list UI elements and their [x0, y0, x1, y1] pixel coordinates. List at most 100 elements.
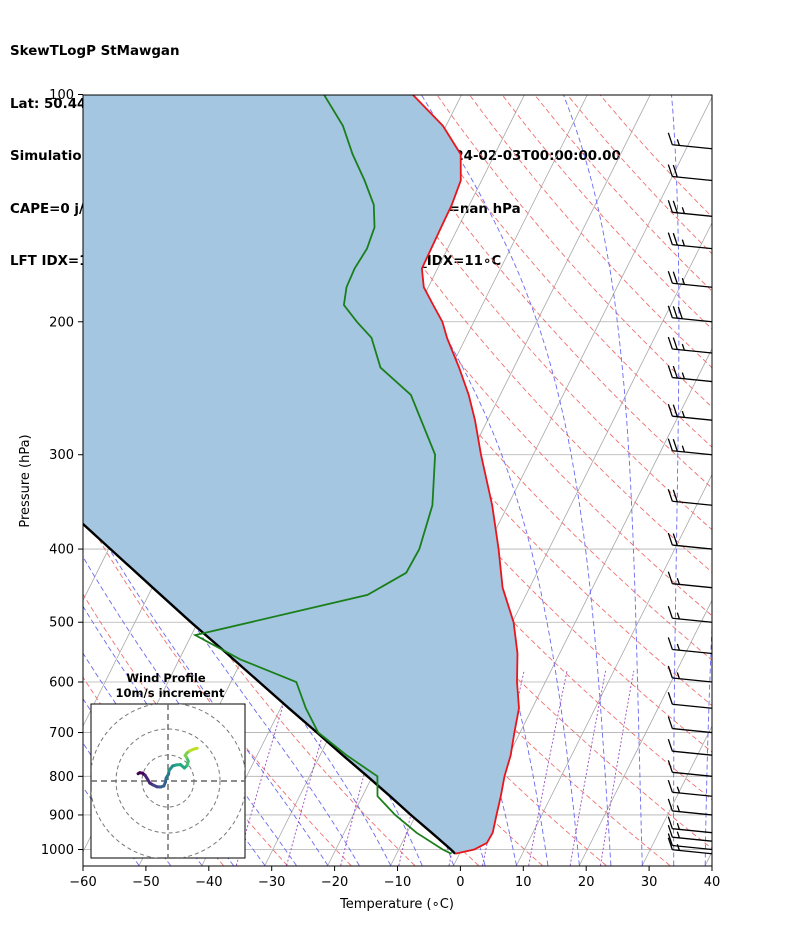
wind-barb-flag [667, 780, 673, 793]
wind-barb-half-flag [676, 844, 680, 851]
y-tick-label: 300 [49, 448, 74, 463]
wind-barb-flag [672, 533, 678, 546]
moist-adiabat-line [704, 616, 712, 866]
x-tick-label: −40 [195, 875, 222, 890]
dewpoint-profile-line [192, 95, 452, 855]
wind-barb [667, 824, 713, 842]
wind-barb-flag [667, 271, 673, 284]
y-tick-label: 100 [49, 88, 74, 103]
wind-barb-flag [667, 692, 673, 705]
wind-barb-shaft [672, 243, 713, 250]
isotherm-line [83, 95, 85, 98]
dry-adiabat-line [534, 95, 712, 292]
wind-barb [667, 798, 713, 816]
mixing-ratio-line [569, 670, 607, 866]
wind-barb-shaft [672, 175, 713, 182]
dry-adiabat-line [83, 511, 352, 866]
wind-barb-flag [672, 200, 678, 214]
wind-barb-shaft [672, 849, 713, 855]
wind-barb-shaft [672, 810, 713, 816]
wind-barb-flag [667, 438, 673, 451]
wind-barb [667, 780, 713, 797]
cin-shading [83, 95, 519, 854]
wind-barb-flag [667, 837, 673, 850]
wind-barb-flag [672, 489, 678, 502]
wind-barb-flag [667, 760, 673, 773]
wind-barb [667, 232, 713, 250]
wind-barb-flag [672, 271, 678, 284]
parcel-profile-line [83, 522, 456, 855]
wind-barb [667, 132, 713, 150]
wind-barb [667, 692, 713, 709]
isotherm-line [516, 473, 712, 866]
wind-barb-shaft [672, 648, 713, 655]
wind-barb-shaft [672, 415, 713, 421]
y-tick-label: 400 [49, 543, 74, 558]
wind-barb-flag [667, 606, 673, 619]
wind-barb-shaft [672, 727, 713, 734]
y-tick-label: 900 [49, 808, 74, 823]
x-tick-label: −60 [69, 875, 96, 890]
wind-barb-shaft [672, 583, 713, 589]
dry-adiabat-line [273, 95, 712, 617]
wind-barb-half-flag [681, 372, 685, 379]
wind-barb-half-flag [681, 410, 685, 418]
wind-barb [667, 438, 713, 456]
wind-barb-flag [672, 439, 678, 452]
isotherm-line [453, 347, 712, 866]
mixing-ratio-line [340, 670, 392, 866]
wind-barb-flag [672, 365, 678, 379]
y-tick-label: 800 [49, 770, 74, 785]
wind-barb [667, 403, 713, 421]
inset-title: Wind Profile [126, 671, 206, 685]
wind-barb-shaft [672, 836, 713, 842]
wind-barb-flag [672, 404, 678, 417]
wind-barb-shaft [672, 317, 713, 323]
wind-barb-half-flag [676, 577, 680, 585]
wind-barb-shaft [672, 144, 713, 150]
y-tick-label: 500 [49, 616, 74, 631]
y-tick-label: 1000 [41, 843, 74, 858]
wind-barb [667, 336, 713, 354]
wind-barb [667, 606, 713, 623]
wind-barb-half-flag [681, 207, 685, 214]
header-title: SkewTLogP StMawgan [10, 44, 180, 59]
wind-barb-shaft [672, 211, 713, 217]
wind-barb-half-flag [676, 831, 680, 838]
wind-barb-shaft [672, 617, 713, 623]
wind-barb [667, 665, 713, 683]
wind-barb-shaft [672, 544, 713, 550]
wind-barb-shaft [672, 450, 713, 456]
hodograph-segment [192, 746, 199, 751]
wind-barb-flag [667, 816, 673, 829]
wind-profile-inset: Wind Profile 10m/s increment [90, 671, 246, 859]
cape-fill [83, 95, 519, 854]
dry-adiabat-line [83, 593, 288, 866]
wind-barb-half-flag [676, 139, 680, 146]
wind-barbs [667, 132, 713, 855]
wind-barb-flag [667, 132, 673, 145]
wind-barb-half-flag [676, 822, 680, 830]
wind-barb-flag [667, 489, 673, 502]
wind-barb [667, 532, 713, 550]
wind-barb-shaft [672, 791, 713, 797]
wind-barb [667, 489, 713, 506]
wind-barb-shaft [672, 282, 713, 288]
mixing-ratio-line [528, 670, 568, 866]
wind-barb-shaft [672, 376, 713, 383]
wind-barb-flag [667, 798, 673, 812]
dry-adiabat-line [599, 95, 712, 218]
wind-barb [667, 837, 713, 855]
moist-adiabat-line [298, 95, 580, 866]
wind-barb-shaft [672, 703, 713, 709]
x-tick-label: −10 [384, 875, 411, 890]
wind-barb-shaft [672, 750, 713, 756]
wind-barb-flag [677, 306, 683, 319]
dry-adiabat-line [143, 95, 712, 801]
y-tick-label: 600 [49, 676, 74, 691]
wind-barb-flag [667, 738, 673, 752]
x-tick-label: −30 [258, 875, 285, 890]
wind-barb-flag [672, 232, 678, 246]
dry-adiabat-line [306, 95, 712, 573]
